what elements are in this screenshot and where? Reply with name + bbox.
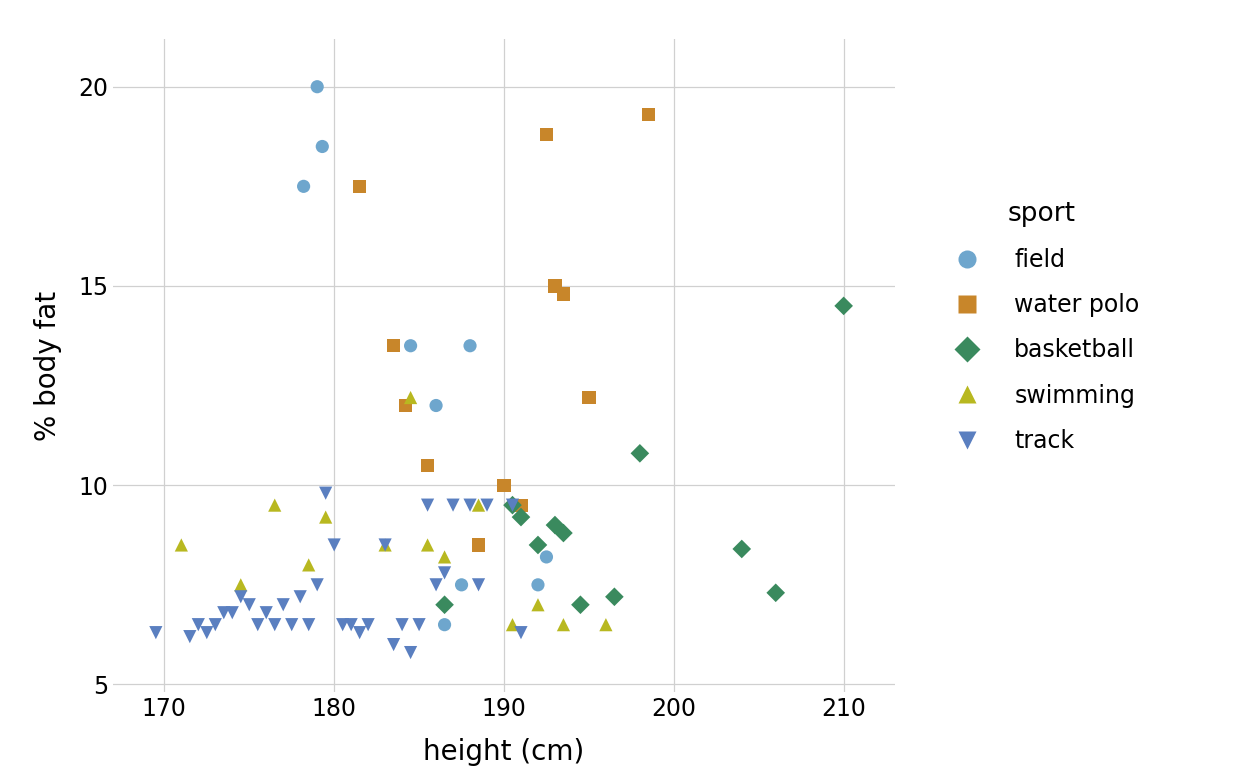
Point (478, 499, 498, 511)
Point (383, 339, 403, 352)
Point (469, 579, 489, 591)
Point (544, 519, 564, 531)
Point (510, 511, 530, 524)
Point (396, 399, 416, 412)
Point (528, 598, 548, 611)
Point (265, 499, 285, 511)
Point (256, 607, 276, 619)
Point (528, 538, 548, 551)
Point (188, 619, 208, 631)
Point (630, 447, 650, 460)
Point (307, 579, 328, 591)
Point (553, 288, 573, 300)
Point (605, 591, 625, 603)
Point (503, 619, 523, 631)
Point (503, 499, 523, 511)
Point (417, 499, 437, 511)
Point (510, 626, 530, 639)
Point (205, 619, 226, 631)
Point (341, 619, 362, 631)
Point (358, 619, 378, 631)
Point (766, 587, 786, 599)
Point (222, 607, 242, 619)
Point (444, 499, 464, 511)
Point (349, 626, 369, 639)
Point (312, 140, 333, 152)
Legend: field, water polo, basketball, swimming, track: field, water polo, basketball, swimming,… (931, 189, 1152, 464)
Y-axis label: % body fat: % body fat (34, 291, 62, 440)
Point (528, 579, 548, 591)
Point (834, 300, 854, 312)
Point (578, 391, 598, 404)
Point (324, 538, 344, 551)
Point (469, 538, 489, 551)
Point (273, 598, 294, 611)
Point (732, 543, 752, 555)
Point (299, 619, 319, 631)
Point (435, 551, 455, 563)
Point (451, 579, 471, 591)
Point (315, 487, 335, 499)
Point (510, 499, 530, 511)
Point (537, 551, 557, 563)
Point (401, 647, 421, 659)
Point (435, 566, 455, 579)
Point (315, 511, 335, 524)
Point (282, 619, 302, 631)
Point (383, 639, 403, 651)
Point (265, 619, 285, 631)
Point (146, 626, 166, 639)
Point (290, 591, 310, 603)
Point (435, 598, 455, 611)
Point (401, 339, 421, 352)
Point (469, 499, 489, 511)
Point (537, 128, 557, 141)
Point (299, 559, 319, 571)
Point (392, 619, 412, 631)
Point (197, 626, 217, 639)
Point (375, 538, 396, 551)
Point (503, 499, 523, 511)
Point (333, 619, 353, 631)
Point (417, 459, 437, 471)
Point (639, 108, 659, 121)
Point (494, 479, 514, 492)
Point (460, 499, 480, 511)
Point (214, 607, 234, 619)
Point (231, 591, 251, 603)
Point (435, 619, 455, 631)
Point (401, 391, 421, 404)
Point (375, 538, 396, 551)
Point (544, 280, 564, 293)
Point (460, 339, 480, 352)
Point (553, 527, 573, 539)
Point (426, 579, 446, 591)
Point (248, 619, 268, 631)
Point (294, 180, 314, 193)
Point (571, 598, 591, 611)
Point (417, 538, 437, 551)
Point (349, 180, 369, 193)
Point (180, 630, 200, 643)
Point (410, 619, 430, 631)
Point (171, 538, 192, 551)
Point (596, 619, 616, 631)
X-axis label: height (cm): height (cm) (423, 738, 585, 766)
Point (239, 598, 260, 611)
Point (307, 80, 328, 93)
Point (231, 579, 251, 591)
Point (553, 619, 573, 631)
Point (426, 399, 446, 412)
